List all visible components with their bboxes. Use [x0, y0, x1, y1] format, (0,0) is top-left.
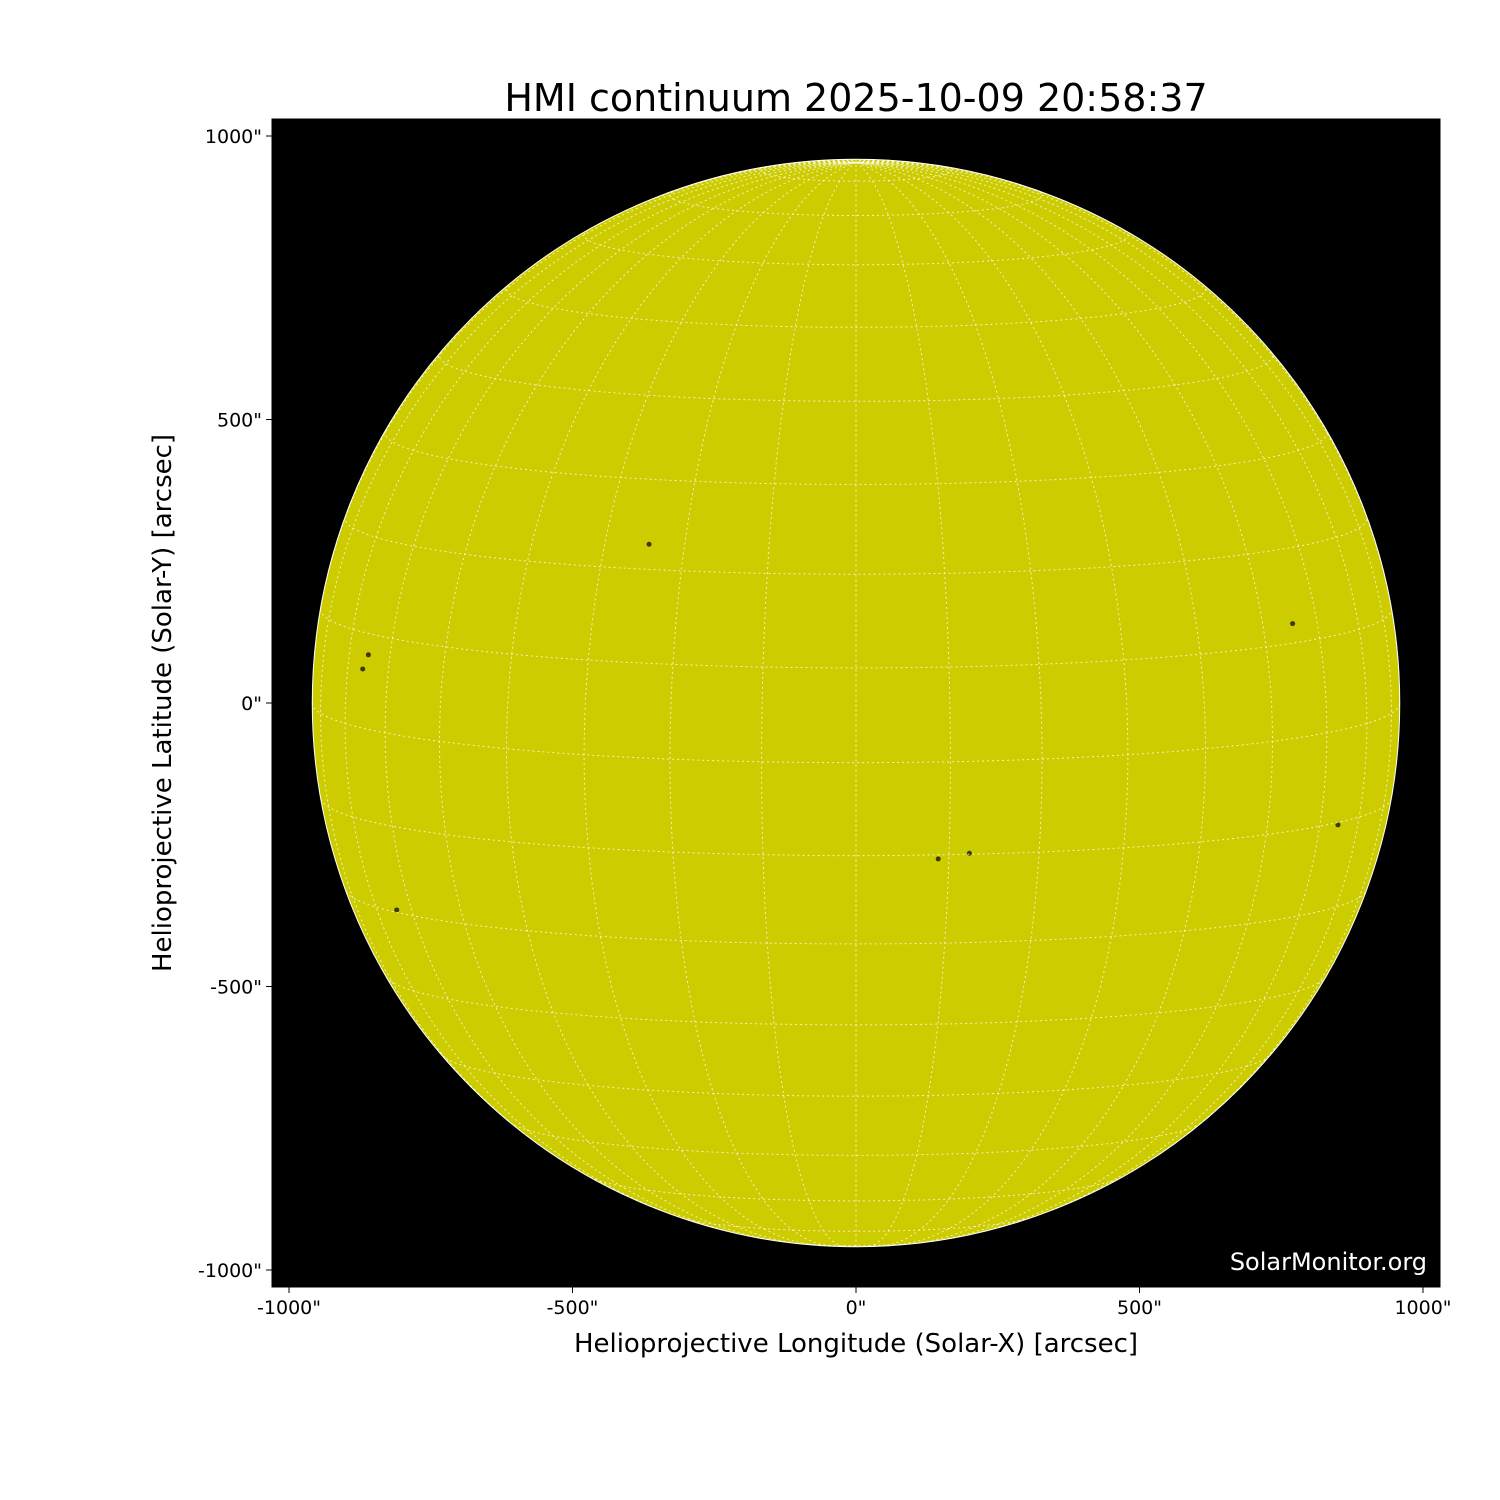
- latitude-line: [509, 1121, 1203, 1156]
- y-tick-label: 0": [241, 693, 262, 715]
- longitude-line: [715, 161, 857, 179]
- sunspot: [935, 856, 941, 862]
- longitude-line: [312, 162, 857, 704]
- longitude-line: [583, 162, 857, 1246]
- y-tick-label: -1000": [198, 1260, 262, 1282]
- longitude-line: [761, 162, 857, 1247]
- longitude-line: [855, 159, 866, 163]
- latitude-line: [438, 352, 1274, 402]
- solar-disk: [311, 158, 1401, 1248]
- longitude-line: [855, 162, 1274, 1243]
- watermark: SolarMonitor.org: [1230, 1248, 1427, 1276]
- sunspot: [1290, 621, 1296, 627]
- sunspot: [966, 850, 972, 856]
- longitude-line: [855, 162, 1129, 1246]
- x-axis-label: Helioprojective Longitude (Solar-X) [arc…: [574, 1329, 1138, 1359]
- x-tick-label: 0": [846, 1297, 867, 1319]
- latitude-line: [441, 1054, 1271, 1097]
- longitude-line: [505, 162, 857, 1244]
- sunspot: [360, 666, 366, 672]
- heliographic-grid: [312, 159, 1400, 1247]
- longitude-line: [319, 162, 857, 1158]
- latitude-line: [505, 284, 1207, 328]
- y-axis-ticks: -1000" -500" 0" 500" 1000": [198, 126, 272, 1282]
- longitude-line: [855, 159, 876, 163]
- x-tick-label: 1000": [1394, 1297, 1451, 1319]
- latitude-line: [678, 1216, 1034, 1232]
- longitude-line: [855, 162, 1393, 1158]
- x-axis-ticks: -1000" -500" 0" 500" 1000": [257, 1287, 1452, 1319]
- x-tick-label: -500": [547, 1297, 599, 1319]
- longitude-line: [846, 159, 857, 163]
- longitude-line: [855, 161, 997, 179]
- longitude-line: [855, 162, 1400, 704]
- x-tick-label: -1000": [257, 1297, 321, 1319]
- sunspot: [1335, 822, 1341, 828]
- sunspot: [365, 652, 371, 658]
- longitude-line: [855, 162, 1207, 1244]
- longitude-line: [855, 162, 1328, 1236]
- latitude-line: [384, 430, 1328, 485]
- y-axis-label: Helioprojective Latitude (Solar-Y) [arcs…: [148, 434, 178, 972]
- chart-title: HMI continuum 2025-10-09 20:58:37: [504, 76, 1207, 120]
- y-tick-label: -500": [210, 976, 262, 998]
- y-tick-label: 500": [217, 410, 262, 432]
- sunspot: [394, 907, 400, 913]
- sunspots: [360, 541, 1341, 913]
- latitude-line: [320, 609, 1392, 669]
- longitude-line: [855, 162, 1043, 1247]
- longitude-line: [669, 162, 857, 1247]
- longitude-line: [855, 162, 1368, 1224]
- latitude-line: [783, 1241, 929, 1247]
- longitude-line: [344, 162, 857, 1224]
- longitude-line: [384, 162, 857, 1236]
- longitude-line: [438, 162, 857, 1243]
- sunspot: [646, 541, 652, 547]
- x-tick-label: 500": [1117, 1297, 1162, 1319]
- y-tick-label: 1000": [205, 126, 262, 148]
- latitude-line: [345, 891, 1367, 945]
- longitude-line: [855, 162, 951, 1247]
